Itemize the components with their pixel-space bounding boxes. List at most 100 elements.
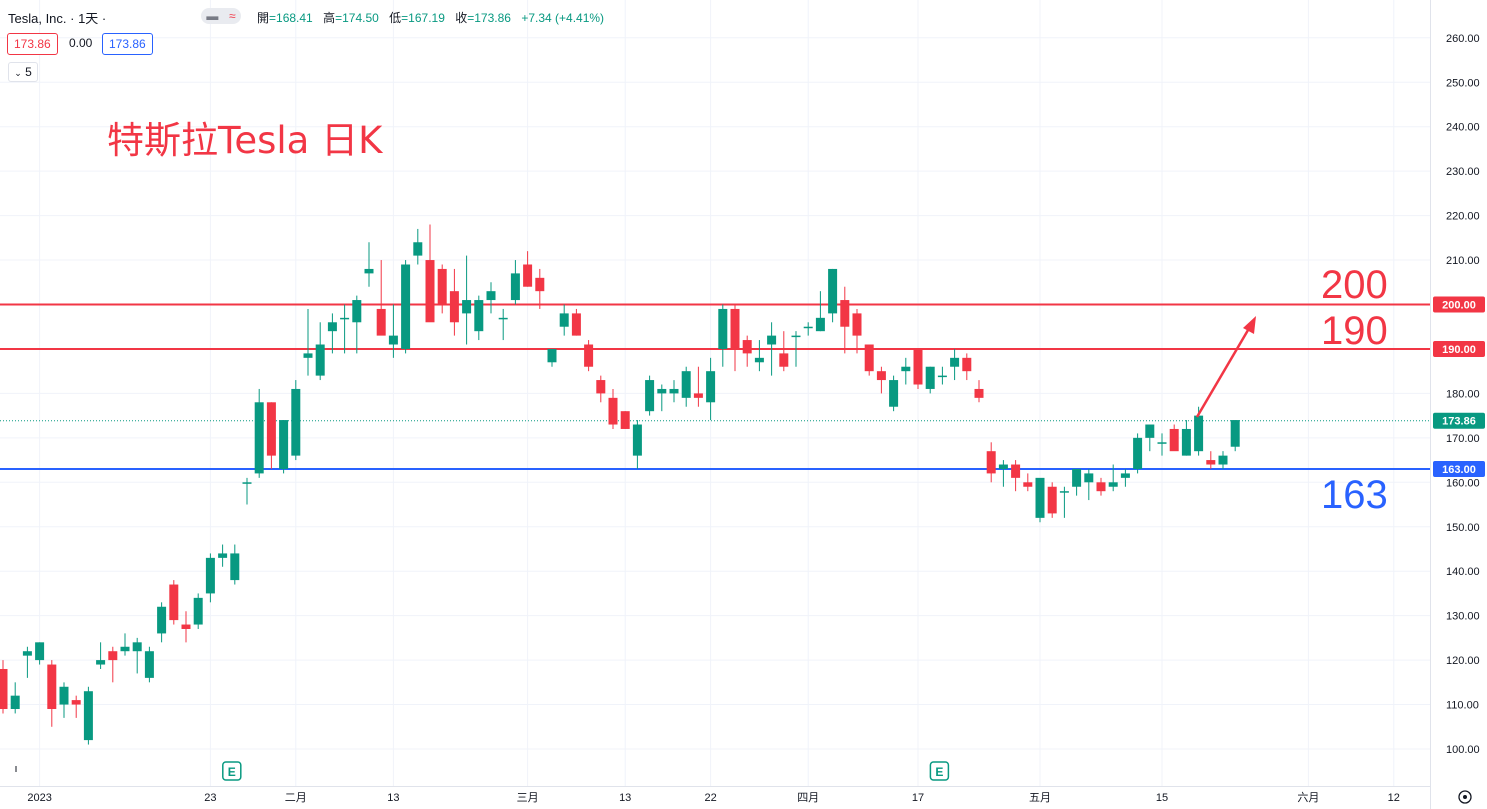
candle[interactable] [388, 304, 398, 358]
candle[interactable] [559, 304, 569, 336]
interval-selector[interactable]: ⌄ 5 [8, 62, 38, 82]
candle[interactable] [47, 660, 57, 727]
buy-price-button[interactable]: 173.86 [102, 33, 153, 55]
settings-icon[interactable] [1458, 790, 1472, 804]
candle[interactable] [291, 380, 301, 461]
candle[interactable] [218, 544, 228, 567]
candle[interactable] [779, 331, 789, 372]
candle[interactable] [803, 322, 813, 336]
candle[interactable] [901, 357, 911, 385]
candle[interactable] [937, 366, 947, 385]
candle[interactable] [754, 340, 764, 372]
earnings-marker[interactable]: E [929, 761, 950, 781]
candle[interactable] [1169, 424, 1179, 452]
candle[interactable] [1096, 477, 1106, 496]
sell-price-button[interactable]: 173.86 [7, 33, 58, 55]
candle[interactable] [169, 580, 179, 625]
candle[interactable] [22, 646, 32, 678]
candle[interactable] [401, 260, 411, 354]
candle[interactable] [486, 282, 496, 314]
candle[interactable] [352, 295, 362, 354]
candle[interactable] [83, 686, 93, 745]
candle[interactable] [718, 304, 728, 367]
candle[interactable] [303, 308, 313, 376]
candle[interactable] [1218, 451, 1228, 469]
candle[interactable] [266, 402, 276, 469]
candle[interactable] [815, 291, 825, 332]
candle[interactable] [425, 224, 435, 323]
candle[interactable] [596, 375, 606, 403]
candle[interactable] [1157, 433, 1167, 456]
candle[interactable] [449, 268, 459, 336]
candle[interactable] [340, 304, 350, 354]
candle[interactable] [462, 255, 472, 345]
candle[interactable] [742, 335, 752, 367]
candle[interactable] [706, 357, 716, 421]
candle[interactable] [144, 646, 154, 683]
candle[interactable] [132, 637, 142, 674]
candle[interactable] [986, 442, 996, 483]
candle[interactable] [157, 602, 167, 643]
candle[interactable] [0, 660, 8, 714]
candle[interactable] [364, 242, 374, 287]
candle[interactable] [535, 268, 545, 309]
candle[interactable] [1206, 451, 1216, 469]
candle[interactable] [437, 264, 447, 314]
candle[interactable] [120, 633, 130, 656]
candle[interactable] [523, 251, 533, 287]
candle[interactable] [1145, 424, 1155, 452]
candle[interactable] [767, 322, 777, 376]
earnings-marker[interactable]: E [222, 761, 242, 781]
candle[interactable] [632, 420, 642, 469]
candle[interactable] [1011, 460, 1021, 492]
candle[interactable] [1084, 468, 1094, 501]
candle[interactable] [925, 366, 935, 394]
candle[interactable] [1181, 420, 1191, 456]
candle[interactable] [681, 366, 691, 407]
candle[interactable] [620, 411, 630, 429]
candle[interactable] [108, 646, 118, 683]
candle[interactable] [510, 260, 520, 305]
candle[interactable] [657, 384, 667, 412]
candle[interactable] [864, 344, 874, 376]
candle[interactable] [584, 340, 594, 372]
candle[interactable] [547, 348, 557, 367]
candle[interactable] [59, 682, 69, 718]
candle[interactable] [876, 366, 886, 394]
candle[interactable] [645, 375, 655, 416]
candle[interactable] [96, 642, 106, 669]
candle[interactable] [962, 353, 972, 381]
candle[interactable] [327, 313, 337, 354]
symbol-title[interactable]: Tesla, Inc. · 1天 · [8, 11, 107, 26]
candle[interactable] [608, 388, 618, 429]
candle[interactable] [193, 593, 203, 629]
candle[interactable] [1047, 482, 1057, 518]
candle[interactable] [1108, 464, 1118, 492]
candle[interactable] [974, 380, 984, 403]
candle[interactable] [852, 308, 862, 354]
annotation-190[interactable]: 190 [1321, 309, 1388, 353]
candle[interactable] [376, 260, 386, 336]
candle[interactable] [474, 295, 484, 341]
candle[interactable] [1230, 420, 1240, 452]
candle[interactable] [413, 228, 423, 265]
candle[interactable] [230, 544, 240, 585]
candle[interactable] [1133, 433, 1143, 474]
candle[interactable] [1072, 468, 1082, 496]
candle[interactable] [669, 380, 679, 403]
candle[interactable] [828, 268, 838, 323]
candle[interactable] [1035, 477, 1045, 523]
candle[interactable] [242, 477, 252, 505]
candle[interactable] [913, 348, 923, 389]
candle[interactable] [791, 331, 801, 367]
chart-style-toggle[interactable]: ▬ ≈ [201, 8, 241, 24]
candle[interactable] [71, 695, 81, 718]
annotation-200[interactable]: 200 [1321, 263, 1388, 307]
chart-annotation-title[interactable]: 特斯拉Tesla 日K [107, 119, 383, 162]
candle[interactable] [1023, 473, 1033, 492]
candle[interactable] [254, 388, 264, 478]
candle[interactable] [840, 286, 850, 354]
candle[interactable] [279, 420, 289, 474]
candle[interactable] [998, 460, 1008, 487]
